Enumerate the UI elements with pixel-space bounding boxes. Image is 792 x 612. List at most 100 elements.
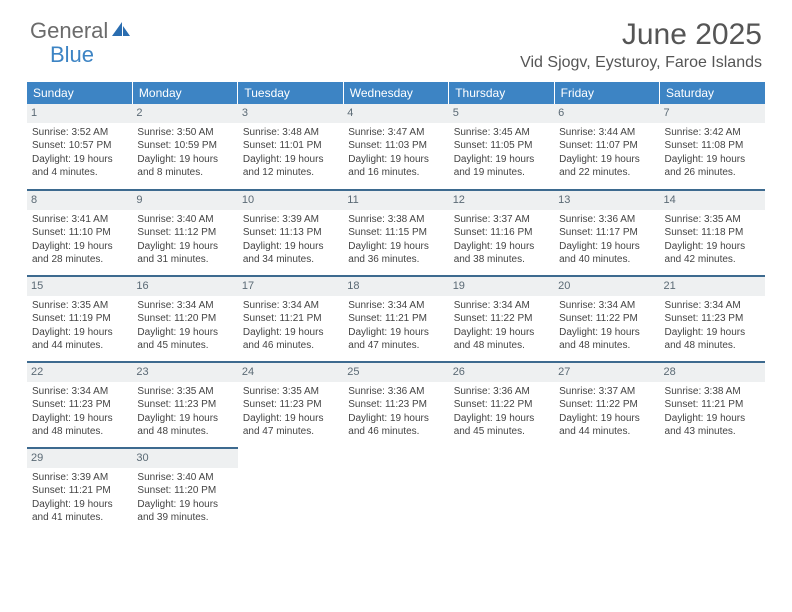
sunset-text: Sunset: 11:08 PM [665, 139, 760, 153]
sunset-text: Sunset: 11:22 PM [559, 312, 654, 326]
sunrise-text: Sunrise: 3:34 AM [137, 299, 232, 313]
day-number: 3 [238, 104, 343, 123]
logo-sail-icon [110, 18, 132, 44]
sunrise-text: Sunrise: 3:37 AM [559, 385, 654, 399]
sunset-text: Sunset: 10:57 PM [32, 139, 127, 153]
day-number: 25 [343, 363, 448, 382]
col-wednesday: Wednesday [343, 82, 448, 104]
logo: General Blue [30, 18, 132, 44]
sunset-text: Sunset: 11:23 PM [243, 398, 338, 412]
daylight-text: Daylight: 19 hours and 45 minutes. [137, 326, 232, 353]
sunrise-text: Sunrise: 3:34 AM [559, 299, 654, 313]
sunset-text: Sunset: 11:01 PM [243, 139, 338, 153]
daylight-text: Daylight: 19 hours and 46 minutes. [243, 326, 338, 353]
sunset-text: Sunset: 11:12 PM [137, 226, 232, 240]
sunset-text: Sunset: 11:21 PM [665, 398, 760, 412]
sunset-text: Sunset: 11:23 PM [137, 398, 232, 412]
day-number: 7 [660, 104, 765, 123]
day-number: 29 [27, 449, 132, 468]
sunset-text: Sunset: 11:21 PM [32, 484, 127, 498]
daylight-text: Daylight: 19 hours and 36 minutes. [348, 240, 443, 267]
day-cell [554, 448, 659, 534]
day-cell: 16Sunrise: 3:34 AMSunset: 11:20 PMDaylig… [132, 276, 237, 362]
sunset-text: Sunset: 11:15 PM [348, 226, 443, 240]
day-cell: 12Sunrise: 3:37 AMSunset: 11:16 PMDaylig… [449, 190, 554, 276]
day-cell: 4Sunrise: 3:47 AMSunset: 11:03 PMDayligh… [343, 104, 448, 190]
sunrise-text: Sunrise: 3:48 AM [243, 126, 338, 140]
sunrise-text: Sunrise: 3:34 AM [665, 299, 760, 313]
col-sunday: Sunday [27, 82, 132, 104]
day-cell: 15Sunrise: 3:35 AMSunset: 11:19 PMDaylig… [27, 276, 132, 362]
day-number: 4 [343, 104, 448, 123]
day-cell: 23Sunrise: 3:35 AMSunset: 11:23 PMDaylig… [132, 362, 237, 448]
col-thursday: Thursday [449, 82, 554, 104]
day-cell: 7Sunrise: 3:42 AMSunset: 11:08 PMDayligh… [660, 104, 765, 190]
day-cell: 22Sunrise: 3:34 AMSunset: 11:23 PMDaylig… [27, 362, 132, 448]
day-number: 15 [27, 277, 132, 296]
day-number: 1 [27, 104, 132, 123]
sunrise-text: Sunrise: 3:45 AM [454, 126, 549, 140]
col-saturday: Saturday [660, 82, 765, 104]
daylight-text: Daylight: 19 hours and 31 minutes. [137, 240, 232, 267]
sunset-text: Sunset: 11:20 PM [137, 484, 232, 498]
week-row: 15Sunrise: 3:35 AMSunset: 11:19 PMDaylig… [27, 276, 765, 362]
daylight-text: Daylight: 19 hours and 26 minutes. [665, 153, 760, 180]
sunrise-text: Sunrise: 3:35 AM [665, 213, 760, 227]
sunrise-text: Sunrise: 3:37 AM [454, 213, 549, 227]
day-number: 18 [343, 277, 448, 296]
sunrise-text: Sunrise: 3:35 AM [137, 385, 232, 399]
sunrise-text: Sunrise: 3:50 AM [137, 126, 232, 140]
header: General Blue June 2025 Vid Sjogv, Eystur… [0, 0, 792, 76]
sunrise-text: Sunrise: 3:34 AM [454, 299, 549, 313]
day-cell: 2 Sunrise: 3:50 AMSunset: 10:59 PMDayligh… [132, 104, 237, 190]
sunset-text: Sunset: 10:59 PM [137, 139, 232, 153]
weekday-header-row: Sunday Monday Tuesday Wednesday Thursday… [27, 82, 765, 104]
daylight-text: Daylight: 19 hours and 40 minutes. [559, 240, 654, 267]
sunrise-text: Sunrise: 3:47 AM [348, 126, 443, 140]
day-number: 27 [554, 363, 659, 382]
logo-text-general: General [30, 18, 108, 44]
day-number: 2 [132, 104, 237, 123]
day-cell: 9Sunrise: 3:40 AMSunset: 11:12 PMDayligh… [132, 190, 237, 276]
sunrise-text: Sunrise: 3:34 AM [32, 385, 127, 399]
sunrise-text: Sunrise: 3:38 AM [348, 213, 443, 227]
sunset-text: Sunset: 11:17 PM [559, 226, 654, 240]
day-cell [343, 448, 448, 534]
week-row: 8Sunrise: 3:41 AMSunset: 11:10 PMDayligh… [27, 190, 765, 276]
daylight-text: Daylight: 19 hours and 48 minutes. [32, 412, 127, 439]
month-title: June 2025 [520, 18, 762, 52]
day-cell: 25Sunrise: 3:36 AMSunset: 11:23 PMDaylig… [343, 362, 448, 448]
day-cell: 18Sunrise: 3:34 AMSunset: 11:21 PMDaylig… [343, 276, 448, 362]
day-number: 10 [238, 191, 343, 210]
sunrise-text: Sunrise: 3:44 AM [559, 126, 654, 140]
day-cell: 27Sunrise: 3:37 AMSunset: 11:22 PMDaylig… [554, 362, 659, 448]
daylight-text: Daylight: 19 hours and 41 minutes. [32, 498, 127, 525]
sunrise-text: Sunrise: 3:40 AM [137, 471, 232, 485]
sunrise-text: Sunrise: 3:35 AM [243, 385, 338, 399]
daylight-text: Daylight: 19 hours and 42 minutes. [665, 240, 760, 267]
sunset-text: Sunset: 11:19 PM [32, 312, 127, 326]
sunset-text: Sunset: 11:21 PM [243, 312, 338, 326]
daylight-text: Daylight: 19 hours and 8 minutes. [137, 153, 232, 180]
day-number: 8 [27, 191, 132, 210]
day-cell: 3 Sunrise: 3:48 AMSunset: 11:01 PMDayligh… [238, 104, 343, 190]
day-number: 12 [449, 191, 554, 210]
daylight-text: Daylight: 19 hours and 4 minutes. [32, 153, 127, 180]
sunset-text: Sunset: 11:03 PM [348, 139, 443, 153]
daylight-text: Daylight: 19 hours and 12 minutes. [243, 153, 338, 180]
day-number: 17 [238, 277, 343, 296]
daylight-text: Daylight: 19 hours and 47 minutes. [243, 412, 338, 439]
daylight-text: Daylight: 19 hours and 48 minutes. [559, 326, 654, 353]
sunrise-text: Sunrise: 3:36 AM [559, 213, 654, 227]
day-number: 19 [449, 277, 554, 296]
day-cell: 13Sunrise: 3:36 AMSunset: 11:17 PMDaylig… [554, 190, 659, 276]
daylight-text: Daylight: 19 hours and 47 minutes. [348, 326, 443, 353]
day-cell: 1Sunrise: 3:52 AMSunset: 10:57 PMDayligh… [27, 104, 132, 190]
daylight-text: Daylight: 19 hours and 45 minutes. [454, 412, 549, 439]
sunset-text: Sunset: 11:22 PM [559, 398, 654, 412]
sunset-text: Sunset: 11:16 PM [454, 226, 549, 240]
col-friday: Friday [554, 82, 659, 104]
title-block: June 2025 Vid Sjogv, Eysturoy, Faroe Isl… [520, 18, 762, 72]
week-row: 22Sunrise: 3:34 AMSunset: 11:23 PMDaylig… [27, 362, 765, 448]
sunset-text: Sunset: 11:13 PM [243, 226, 338, 240]
